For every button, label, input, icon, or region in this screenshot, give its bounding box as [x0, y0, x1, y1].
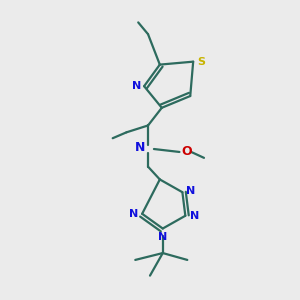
Text: O: O	[181, 146, 192, 158]
Text: N: N	[190, 211, 199, 221]
Text: N: N	[132, 81, 141, 91]
Text: N: N	[186, 186, 195, 196]
Text: N: N	[129, 209, 138, 219]
Text: S: S	[197, 57, 205, 67]
Text: N: N	[158, 232, 167, 242]
Text: N: N	[135, 141, 146, 154]
